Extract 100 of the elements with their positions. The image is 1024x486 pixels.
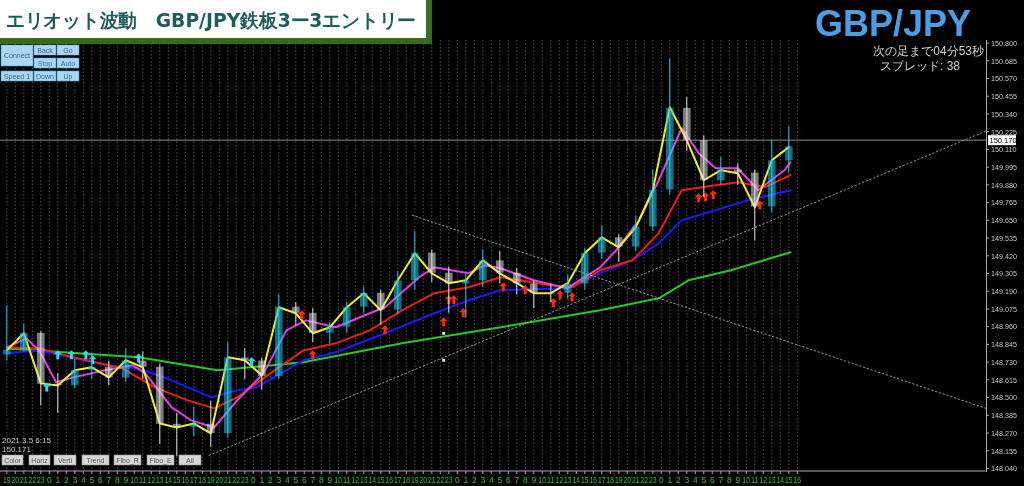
x-tick-label: 17 — [598, 474, 608, 485]
x-tick-label: 12 — [147, 474, 157, 485]
x-tick-label: 7 — [718, 474, 724, 485]
x-tick-label: 14 — [164, 474, 174, 485]
x-tick-label: 18 — [402, 474, 412, 485]
x-tick-label: 5 — [89, 474, 95, 485]
annotation: 2021.3.5 6:15 — [2, 436, 52, 445]
x-tick-label: 23 — [649, 474, 659, 485]
x-tick-label: 19 — [207, 474, 217, 485]
x-tick-label: 15 — [785, 474, 795, 485]
x-tick-label: 8 — [522, 474, 528, 485]
x-tick-label: 6 — [97, 474, 103, 485]
x-tick-label: 1 — [667, 474, 673, 485]
x-tick-label: 6 — [505, 474, 511, 485]
x-tick-label: 14 — [368, 474, 378, 485]
x-tick-label: 15 — [581, 474, 591, 485]
point — [549, 298, 558, 308]
x-tick-label: 12 — [351, 474, 361, 485]
x-tick-label: 19 — [615, 474, 625, 485]
x-tick-label: 14 — [776, 474, 786, 485]
x-tick-label: 3 — [276, 474, 282, 485]
x-tick-label: 17 — [394, 474, 404, 485]
point — [694, 193, 703, 203]
x-tick-label: 2 — [267, 474, 273, 485]
x-tick-label: 5 — [701, 474, 707, 485]
x-tick-label: 15 — [377, 474, 387, 485]
x-tick-label: 20 — [11, 474, 21, 485]
x-tick-label: 1 — [463, 474, 469, 485]
point — [247, 357, 256, 367]
x-tick-label: 18 — [198, 474, 208, 485]
x-tick-label: 5 — [293, 474, 299, 485]
x-tick-label: 4 — [692, 474, 698, 485]
x-tick-label: 14 — [572, 474, 582, 485]
x-tick-label: 2 — [675, 474, 681, 485]
x-tick-label: 20 — [215, 474, 225, 485]
x-tick-label: 22 — [28, 474, 38, 485]
x-tick-label: 1 — [259, 474, 265, 485]
x-tick-label: 5 — [497, 474, 503, 485]
point — [67, 350, 76, 360]
x-tick-label: 13 — [156, 474, 166, 485]
x-tick-label: 13 — [768, 474, 778, 485]
annotation: 次の足まで04分53秒 — [873, 44, 984, 58]
x-tick-label: 0 — [454, 474, 460, 485]
x-tick-label: 11 — [751, 474, 760, 485]
x-tick-label: 10 — [538, 474, 548, 485]
x-tick-label: 10 — [742, 474, 752, 485]
x-tick-label: 13 — [564, 474, 574, 485]
x-tick-label: 11 — [139, 474, 148, 485]
x-tick-label: 7 — [310, 474, 316, 485]
x-tick-label: 20 — [419, 474, 429, 485]
annotation: スプレッド: 38 — [879, 59, 961, 73]
x-tick-label: 2 — [63, 474, 69, 485]
x-tick-label: 2 — [471, 474, 477, 485]
x-tick-label: 8 — [726, 474, 732, 485]
x-tick-label: 16 — [589, 474, 599, 485]
x-tick-label: 6 — [301, 474, 307, 485]
x-tick-label: 3 — [480, 474, 486, 485]
x-tick-label: 3 — [684, 474, 690, 485]
x-tick-label: 21 — [632, 474, 642, 485]
x-tick-label: 9 — [123, 474, 129, 485]
chart-title: エリオット波動 GBP/JPY鉄板3ー3エントリー — [6, 9, 423, 31]
x-tick-label: 22 — [232, 474, 242, 485]
x-tick-label: 6 — [709, 474, 715, 485]
point — [521, 285, 530, 295]
x-tick-label: 23 — [37, 474, 47, 485]
x-tick-label: 0 — [658, 474, 664, 485]
x-tick-label: 9 — [735, 474, 741, 485]
x-tick-label: 19 — [411, 474, 421, 485]
x-tick-label: 0 — [46, 474, 52, 485]
x-tick-label: 22 — [640, 474, 650, 485]
x-tick-label: 21 — [428, 474, 438, 485]
x-tick-label: 7 — [514, 474, 520, 485]
x-tick-label: 21 — [20, 474, 30, 485]
x-tick-label: 12 — [759, 474, 769, 485]
point — [459, 308, 468, 318]
x-tick-label: 8 — [318, 474, 324, 485]
x-tick-label: 12 — [555, 474, 565, 485]
x-tick-label: 16 — [181, 474, 191, 485]
x-tick-label: 19 — [3, 474, 13, 485]
x-tick-label: 22 — [436, 474, 446, 485]
x-tick-label: 20 — [623, 474, 633, 485]
point — [134, 353, 143, 363]
point — [701, 192, 710, 202]
x-tick-label: 18 — [606, 474, 616, 485]
x-tick-label: 16 — [385, 474, 395, 485]
x-tick-label: 23 — [241, 474, 251, 485]
x-tick-label: 21 — [224, 474, 234, 485]
x-tick-label: 0 — [250, 474, 256, 485]
x-tick-label: 10 — [130, 474, 140, 485]
x-tick-label: 11 — [343, 474, 352, 485]
x-tick-label: 3 — [72, 474, 78, 485]
x-tick-label: 1 — [55, 474, 61, 485]
x-tick-label: 16 — [793, 474, 803, 485]
point — [442, 358, 446, 362]
x-tick-label: 17 — [190, 474, 200, 485]
annotation: GBP/JPY — [814, 3, 972, 44]
x-tick-label: 23 — [445, 474, 455, 485]
point — [442, 331, 446, 335]
x-tick-label: 4 — [488, 474, 494, 485]
x-tick-label: 9 — [531, 474, 537, 485]
